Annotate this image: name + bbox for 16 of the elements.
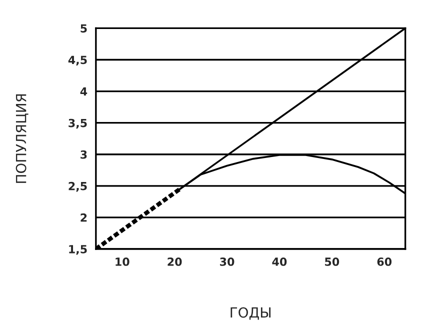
y-tick-label: 2,5 (68, 182, 87, 192)
y-tick-label: 3,5 (68, 118, 87, 129)
y-tick-label: 2 (80, 213, 87, 222)
x-axis-title: ГОДЫ (230, 307, 271, 320)
x-tick-label: 10 (116, 258, 130, 266)
y-tick-label: 5 (80, 24, 87, 33)
y-tick-label: 4 (80, 87, 88, 96)
x-tick-label: 30 (220, 258, 234, 266)
y-tick-label: 1,5 (69, 245, 87, 255)
y-axis-title: ПОПУЛЯЦИЯ (16, 94, 28, 183)
x-tick-label: 20 (168, 258, 182, 266)
x-tick-label: 40 (272, 258, 287, 266)
x-tick-label: 60 (377, 258, 392, 266)
y-tick-label: 4,5 (68, 56, 87, 66)
x-tick-label: 50 (325, 258, 340, 266)
y-tick-label: 3 (80, 150, 87, 159)
